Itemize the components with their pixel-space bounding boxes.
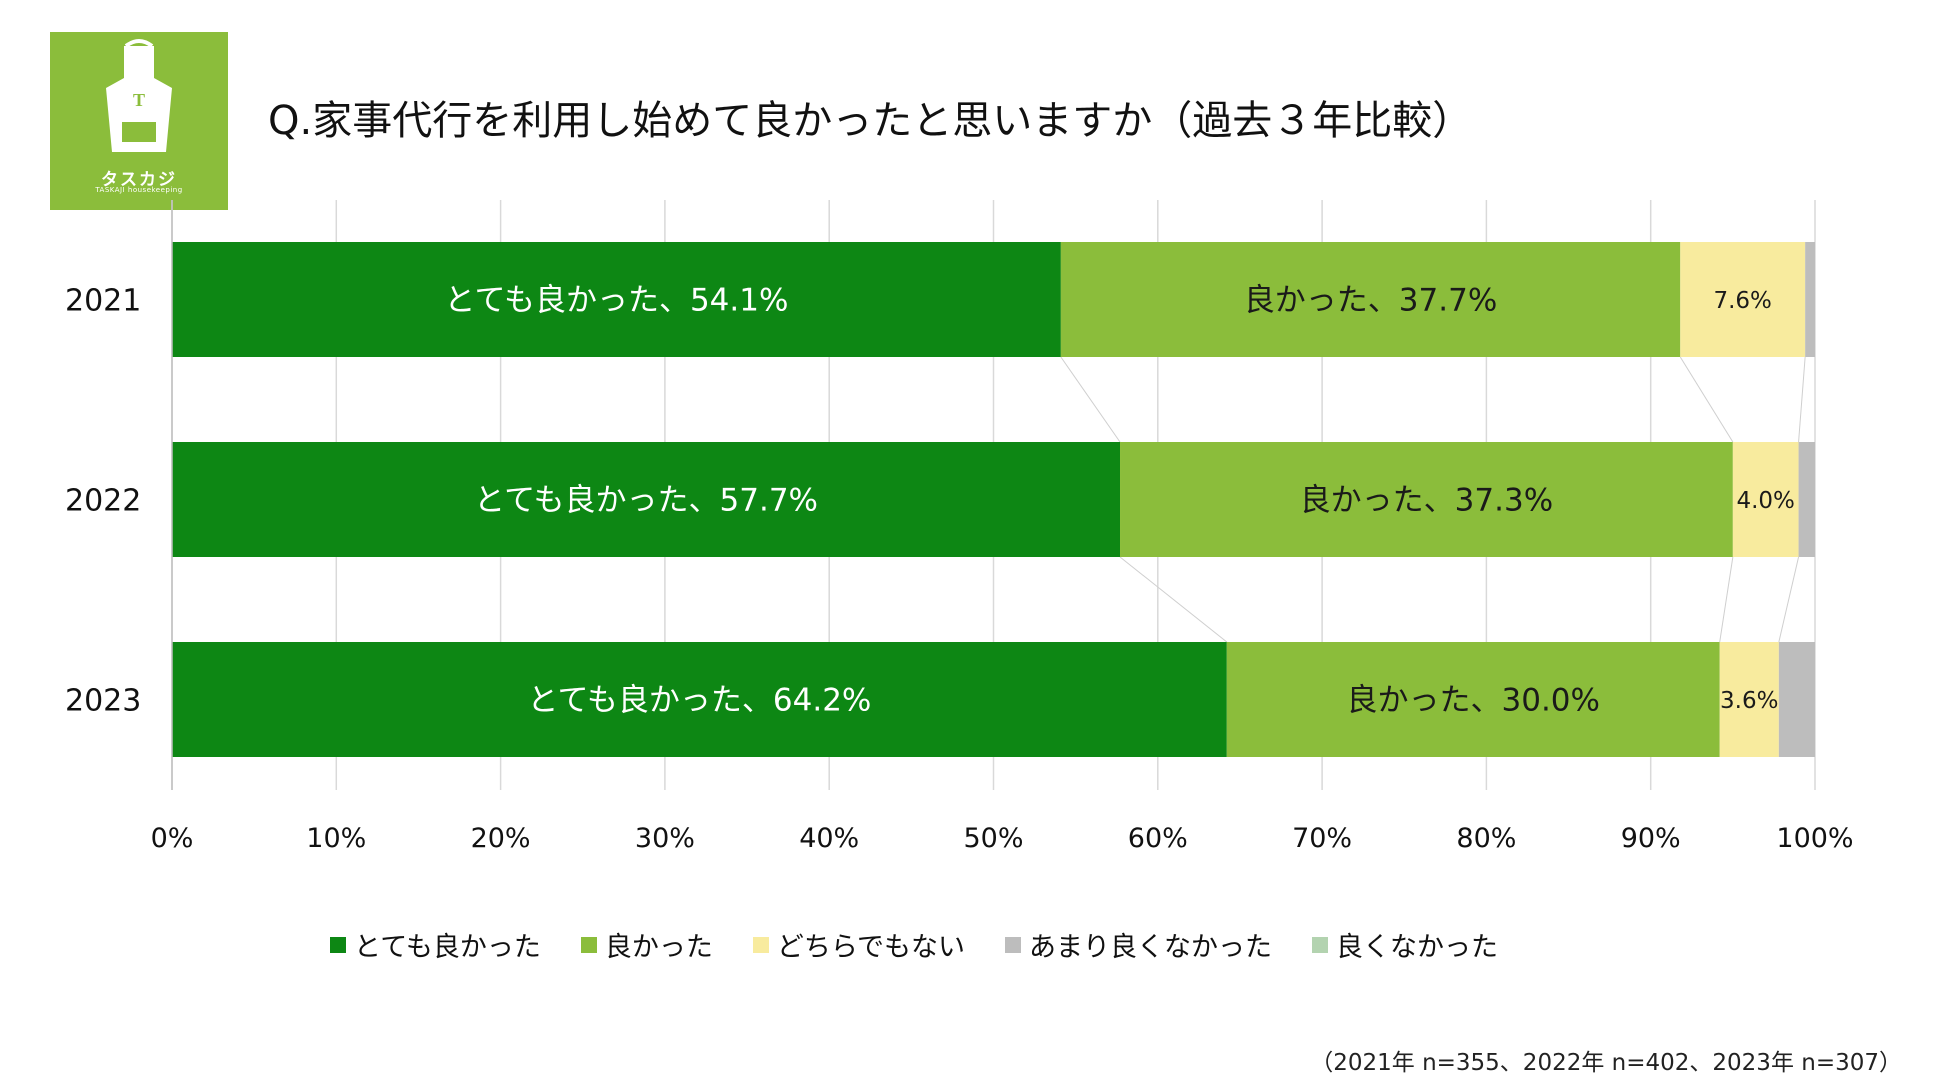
- bar-segment: [1778, 642, 1815, 757]
- series-connector-line: [1778, 556, 1800, 643]
- bar-segment: [1719, 642, 1779, 757]
- sample-size-note: （2021年 n=355、2022年 n=402、2023年 n=307）: [1310, 1050, 1902, 1076]
- legend-label: 良かった: [604, 932, 713, 963]
- data-label: 良かった、37.7%: [1244, 283, 1497, 319]
- chart-title: Q.家事代行を利用し始めて良かったと思いますか（過去３年比較）: [268, 98, 1473, 144]
- series-connector-line: [1679, 356, 1734, 443]
- legend-swatch: [1005, 936, 1022, 953]
- series-connector-line: [1060, 356, 1121, 443]
- category-label: 2023: [65, 684, 141, 719]
- legend-label: 良くなかった: [1336, 932, 1499, 963]
- x-tick-label: 0%: [151, 823, 194, 854]
- x-tick-label: 30%: [635, 823, 695, 854]
- bar-segment: [172, 242, 1061, 357]
- legend-label: とても良かった: [354, 932, 541, 963]
- stacked-bar-chart: 0% 10% 20% 30% 40% 50% 60% 70% 80% 90% 100% 2021 とても…: [65, 200, 1854, 854]
- series-connector-line: [1119, 556, 1228, 643]
- legend-item: どちらでもない: [752, 925, 966, 964]
- series-connector-line: [1798, 356, 1806, 443]
- brand-logo: T タスカジ TASKAJI housekeeping: [50, 32, 228, 210]
- logo-name: タスカジ: [101, 170, 177, 190]
- data-label: とても良かった、57.7%: [474, 483, 818, 519]
- data-label: 7.6%: [1713, 288, 1771, 314]
- bar-segment: [172, 442, 1121, 557]
- x-tick-label: 100%: [1776, 823, 1853, 854]
- bar-segment: [1680, 242, 1806, 357]
- bar-segment: [172, 642, 1227, 757]
- legend-label: あまり良くなかった: [1029, 932, 1273, 963]
- data-label: 良かった、37.3%: [1300, 483, 1553, 519]
- x-tick-label: 50%: [963, 823, 1023, 854]
- apron-icon: T: [106, 39, 172, 152]
- x-tick-label: 10%: [306, 823, 366, 854]
- legend-item: とても良かった: [330, 925, 541, 964]
- legend-swatch: [580, 936, 597, 953]
- legend-swatch: [1312, 936, 1329, 953]
- legend-item: 良かった: [580, 925, 713, 964]
- bar-segment: [1120, 442, 1733, 557]
- series-connector-line: [1719, 556, 1734, 643]
- x-tick-label: 80%: [1456, 823, 1516, 854]
- x-tick-label: 20%: [471, 823, 531, 854]
- bar-segment: [1805, 242, 1815, 357]
- logo-letter: T: [133, 90, 145, 110]
- category-label: 2021: [65, 284, 141, 319]
- x-tick-label: 70%: [1292, 823, 1352, 854]
- legend-swatch: [752, 936, 769, 953]
- data-label: 4.0%: [1736, 488, 1794, 514]
- bar-segment: [1060, 242, 1681, 357]
- legend: とても良かった 良かった どちらでもない あまり良くなかった 良くなかった: [330, 925, 1538, 964]
- data-label: とても良かった、64.2%: [527, 683, 871, 719]
- data-label: 良かった、30.0%: [1347, 683, 1600, 719]
- legend-item: あまり良くなかった: [1005, 925, 1272, 964]
- legend-label: どちらでもない: [776, 932, 966, 963]
- logo-subtitle: TASKAJI housekeeping: [95, 186, 183, 194]
- x-tick-label: 90%: [1621, 823, 1681, 854]
- x-tick-label: 40%: [799, 823, 859, 854]
- data-label: 3.6%: [1720, 688, 1778, 714]
- category-label: 2022: [65, 484, 141, 519]
- bar-segment: [1732, 442, 1799, 557]
- bar-segment: [1798, 442, 1815, 557]
- data-label: とても良かった、54.1%: [444, 283, 788, 319]
- bar-segment: [1226, 642, 1720, 757]
- legend-item: 良くなかった: [1312, 925, 1498, 964]
- x-tick-label: 60%: [1128, 823, 1188, 854]
- legend-swatch: [330, 936, 346, 953]
